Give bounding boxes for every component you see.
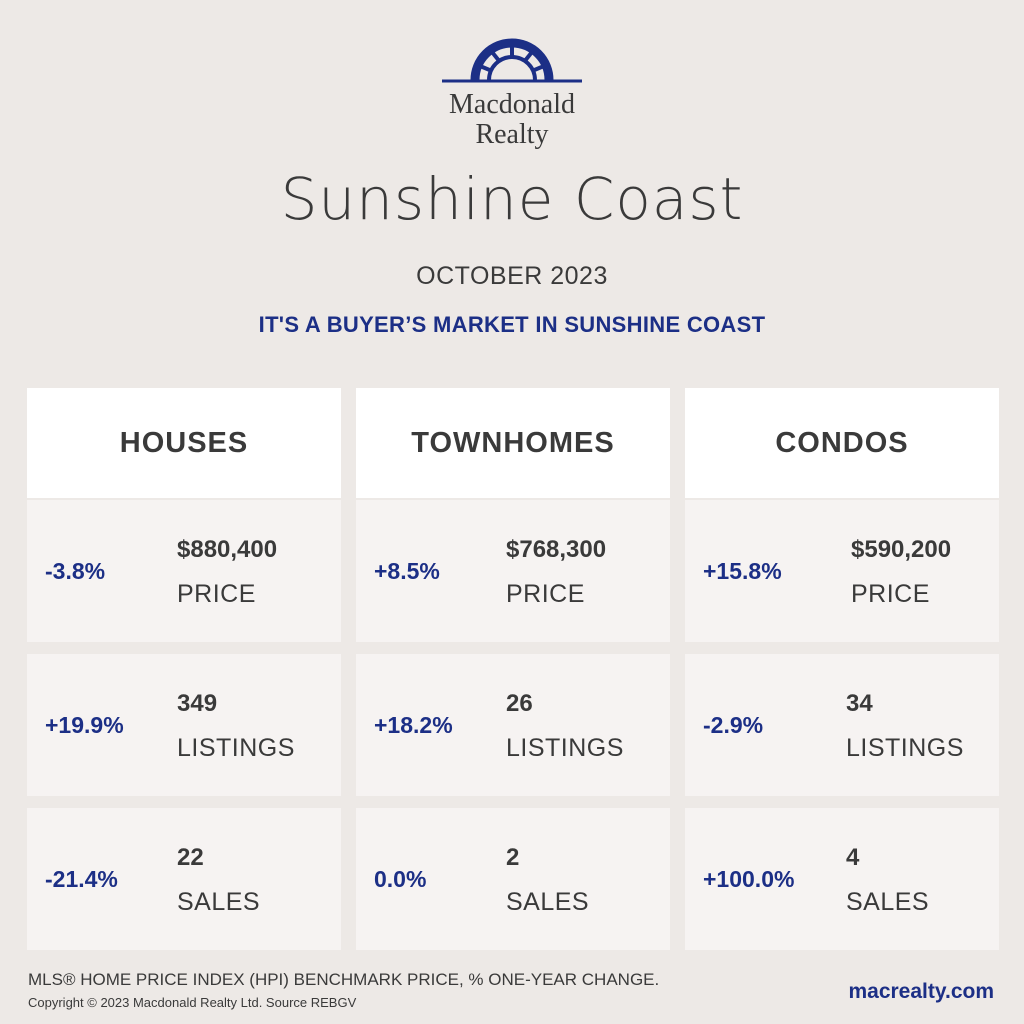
metric-change: -3.8% (45, 558, 106, 584)
column-title: TOWNHOMES (356, 388, 670, 498)
metric-change: 0.0% (374, 866, 427, 892)
metric-label: SALES (506, 888, 590, 916)
metric-label: SALES (177, 888, 261, 916)
page-title: Sunshine Coast (280, 165, 744, 233)
metric-value: 2 (506, 844, 520, 871)
metric-label: SALES (846, 888, 930, 916)
metric-value: 22 (177, 844, 204, 871)
metric-value: 34 (846, 690, 873, 717)
report-month: OCTOBER 2023 (416, 262, 608, 290)
metric-card-price: -3.8% $880,400 PRICE (27, 500, 341, 642)
metric-label: LISTINGS (846, 734, 964, 762)
metric-change: -21.4% (45, 866, 118, 892)
metric-card-listings: +18.2% 26 LISTINGS (356, 654, 670, 796)
market-headline: IT'S A BUYER’S MARKET IN SUNSHINE COAST (258, 312, 766, 337)
column-houses: HOUSES -3.8% $880,400 PRICE +19.9% 349 L… (27, 388, 341, 950)
metric-change: +8.5% (374, 558, 440, 584)
metric-change: +19.9% (45, 712, 124, 738)
column-townhomes: TOWNHOMES +8.5% $768,300 PRICE +18.2% 26… (356, 388, 670, 950)
website-link[interactable]: macrealty.com (848, 980, 994, 1003)
metric-change: -2.9% (703, 712, 764, 738)
metric-label: PRICE (506, 580, 585, 608)
copyright: Copyright © 2023 Macdonald Realty Ltd. S… (28, 995, 357, 1010)
metric-change: +100.0% (703, 866, 795, 892)
metric-card-listings: -2.9% 34 LISTINGS (685, 654, 999, 796)
metric-change: +18.2% (374, 712, 453, 738)
metric-card-sales: -21.4% 22 SALES (27, 808, 341, 950)
metric-label: PRICE (177, 580, 256, 608)
column-title: CONDOS (685, 388, 999, 498)
metric-value: 349 (177, 690, 218, 717)
metric-value: $768,300 (506, 536, 607, 563)
metric-card-sales: 0.0% 2 SALES (356, 808, 670, 950)
brand-name-line-2: Realty (475, 119, 549, 150)
metric-value: 4 (846, 844, 860, 871)
metric-label: PRICE (851, 580, 930, 608)
metric-card-price: +8.5% $768,300 PRICE (356, 500, 670, 642)
metric-value: $880,400 (177, 536, 278, 563)
brand-logo: Macdonald Realty (0, 36, 1024, 150)
metric-card-listings: +19.9% 349 LISTINGS (27, 654, 341, 796)
column-title: HOUSES (27, 388, 341, 498)
metric-label: LISTINGS (177, 734, 295, 762)
brand-name-line-1: Macdonald (449, 89, 575, 120)
footnote: MLS® HOME PRICE INDEX (HPI) BENCHMARK PR… (28, 970, 660, 989)
sunrise-arch-logo-icon (442, 38, 582, 83)
metric-value: 26 (506, 690, 533, 717)
metric-change: +15.8% (703, 558, 782, 584)
metric-value: $590,200 (851, 536, 952, 563)
metric-card-sales: +100.0% 4 SALES (685, 808, 999, 950)
metric-card-price: +15.8% $590,200 PRICE (685, 500, 999, 642)
column-condos: CONDOS +15.8% $590,200 PRICE -2.9% 34 LI… (685, 388, 999, 950)
metric-label: LISTINGS (506, 734, 624, 762)
